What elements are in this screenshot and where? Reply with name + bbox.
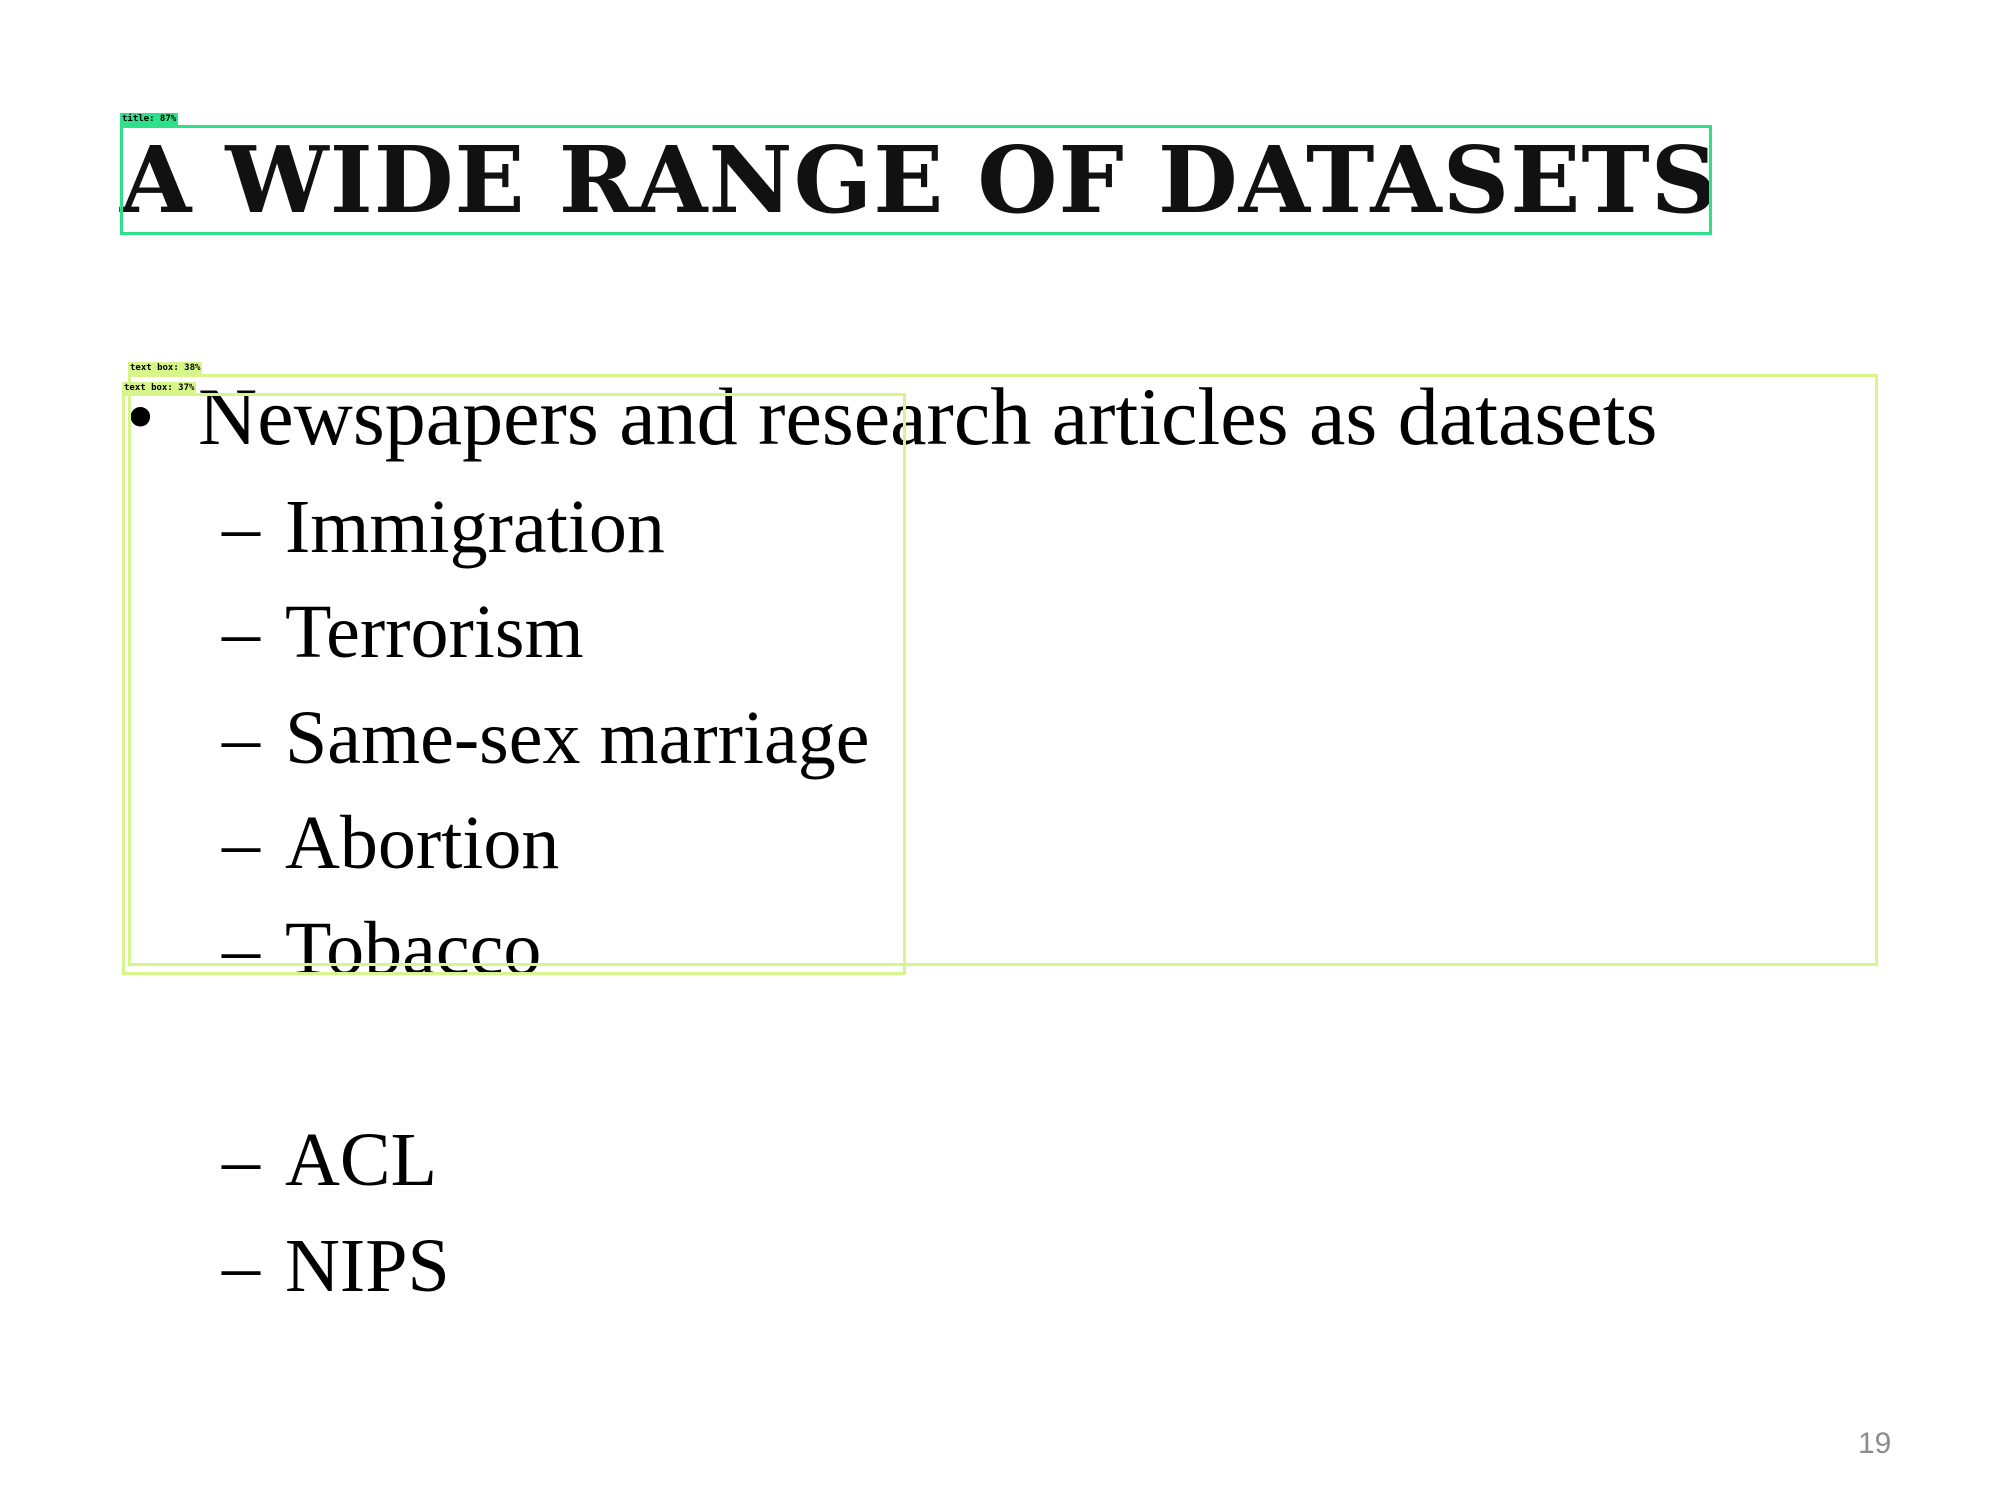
sub-item-abortion: – Abortion: [222, 791, 559, 895]
title-detection-box: [120, 125, 1712, 235]
sub-item-text: Same-sex marriage: [285, 696, 870, 780]
text-box-detection-wide: [128, 374, 1878, 966]
sub-item-acl: – ACL: [222, 1108, 437, 1212]
text-box-detection-narrow-label: text box: 37%: [122, 382, 197, 394]
dash-marker: –: [222, 1224, 260, 1308]
slide-title: A WIDE RANGE OF DATASETS: [120, 126, 1719, 234]
sub-item-text: Terrorism: [285, 590, 584, 674]
sub-item-text: NIPS: [285, 1224, 450, 1308]
sub-item-tobacco: – Tobacco: [222, 897, 541, 1001]
sub-item-terrorism: – Terrorism: [222, 580, 584, 684]
title-detection-label: title: 87%: [120, 113, 179, 125]
sub-item-immigration: – Immigration: [222, 475, 665, 579]
sub-item-text: Immigration: [285, 485, 665, 569]
text-box-detection-wide-label: text box: 38%: [128, 362, 203, 374]
sub-item-text: Abortion: [285, 801, 560, 885]
text-box-detection-narrow: [122, 393, 906, 975]
dash-marker: –: [222, 907, 260, 991]
page-number: 19: [1858, 1427, 1892, 1460]
sub-item-same-sex-marriage: – Same-sex marriage: [222, 686, 870, 790]
main-bullet-text: Newspapers and research articles as data…: [198, 371, 1658, 462]
dash-marker: –: [222, 801, 260, 885]
dash-marker: –: [222, 1118, 260, 1202]
sub-item-text: ACL: [285, 1118, 437, 1202]
sub-item-nips: – NIPS: [222, 1214, 450, 1318]
dash-marker: –: [222, 696, 260, 780]
sub-item-text: Tobacco: [285, 907, 542, 991]
dash-marker: –: [222, 590, 260, 674]
dash-marker: –: [222, 485, 260, 569]
